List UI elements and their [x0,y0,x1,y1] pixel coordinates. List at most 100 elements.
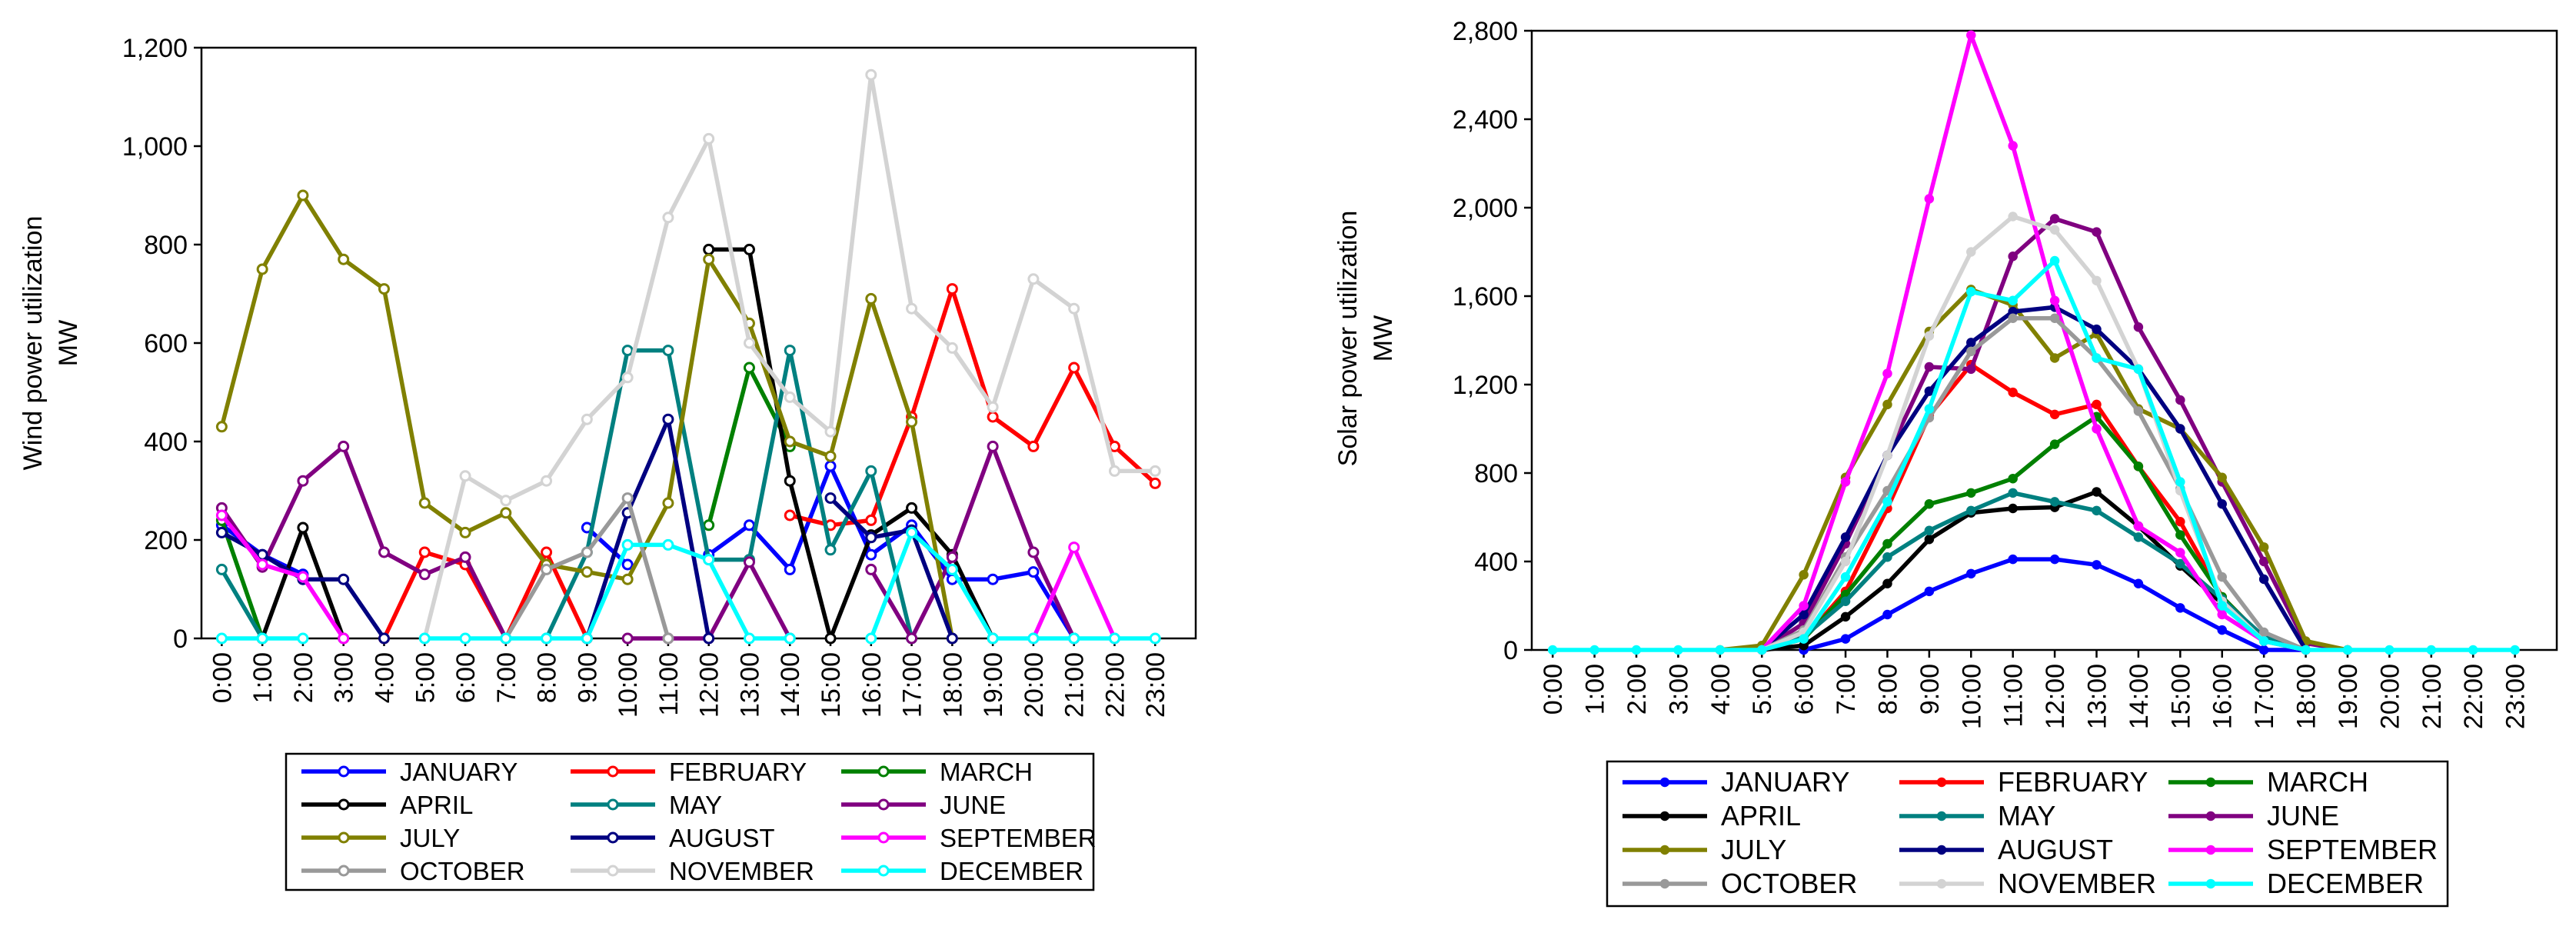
x-tick-label: 17:00 [2250,664,2279,729]
x-tick-label: 14:00 [776,652,805,718]
data-point [865,68,877,81]
data-point [1547,645,1558,655]
data-point [1149,465,1161,477]
legend-marker [2205,845,2216,855]
data-point [621,632,634,645]
solar-power-chart: 0 400 800 1,200 1,600 2,000 2,400 2,800 0:00 1:00… [1333,17,2558,908]
data-point [1840,634,1851,644]
data-point [459,470,471,482]
data-point [215,509,228,521]
data-point [824,492,837,505]
data-point [1840,532,1851,542]
data-point [1966,364,1976,375]
legend-label: JANUARY [400,758,518,786]
data-point [2049,409,2060,420]
y-tick-label: 0 [173,625,188,654]
series-line [1760,305,2308,652]
x-tick-label: 20:00 [1020,652,1049,718]
legend-label: AUGUST [669,824,775,852]
x-tick-label: 18:00 [938,652,967,718]
x-tick-label: 6:00 [451,652,481,703]
x-tick-label: 8:00 [533,652,562,703]
data-point [662,538,674,551]
data-point [743,362,755,374]
data-point [215,563,228,575]
data-point [2175,477,2185,487]
data-point [865,465,877,477]
series-line [220,514,346,640]
series-line [869,530,1156,641]
legend-marker [338,765,350,778]
data-point [1924,386,1935,396]
legend-marker [338,865,350,877]
legend-label: MARCH [940,758,1033,786]
data-point [662,345,674,357]
legend-marker [1659,811,1670,821]
data-point [662,632,674,645]
data-point [2175,548,2185,558]
y-axis-unit: MW [1369,315,1398,362]
x-tick-label: 15:00 [2166,664,2195,729]
data-point [621,558,634,571]
legend-marker [2205,777,2216,788]
data-point [1027,566,1040,578]
data-point [500,507,512,519]
data-point [1715,645,1726,655]
series-line [1761,489,2307,652]
legend-marker [338,798,350,811]
y-tick-label: 800 [144,231,188,260]
data-point [1840,571,1851,582]
data-point [215,632,228,645]
x-tick-label: 21:00 [2418,664,2447,729]
data-point [1882,399,1892,410]
data-point [784,632,796,645]
legend-item: AUGUST [571,824,775,852]
series-line [1553,258,2515,652]
legend-label: FEBRUARY [669,758,807,786]
data-point [865,531,877,544]
data-point [378,283,390,295]
legend-box [285,752,1095,891]
x-tick-label: 3:00 [1664,664,1693,715]
x-tick-label: 3:00 [330,652,359,703]
data-point [297,521,309,534]
data-point [906,526,918,538]
data-point [946,551,958,563]
y-tick-label: 2,800 [1453,17,1518,46]
y-tick-label: 400 [144,428,188,457]
data-point [1882,497,1892,507]
data-point [865,632,877,645]
data-point [2008,473,2018,484]
data-point [2133,532,2144,542]
legend-label: JULY [1721,834,1786,865]
legend-label: MAY [669,791,722,819]
data-point [2133,521,2144,531]
x-tick-label: 21:00 [1060,652,1090,718]
data-point [1799,634,1809,644]
data-point [2468,645,2478,655]
data-point [459,526,471,538]
x-tick-label: 8:00 [1873,664,1902,715]
data-point [1068,541,1080,554]
data-point [1631,645,1642,655]
legend-item: NOVEMBER [1899,868,2156,899]
legend-item: APRIL [1622,800,1801,831]
data-point [297,632,309,645]
data-point [1924,499,1935,509]
legend-item: NOVEMBER [571,857,814,885]
data-point [784,391,796,403]
series-line [829,496,954,639]
data-point [703,519,715,531]
x-tick-label: 9:00 [573,652,602,703]
data-point [2133,578,2144,588]
data-point [2133,322,2144,332]
data-point [1027,632,1040,645]
legend-label: DECEMBER [940,857,1083,885]
data-point [541,632,553,645]
x-tick-label: 16:00 [857,652,887,718]
x-tick-label: 0:00 [1539,664,1568,715]
legend-marker [607,798,619,811]
data-point [2092,560,2102,570]
data-point [2217,601,2227,611]
data-point [1924,525,1935,535]
